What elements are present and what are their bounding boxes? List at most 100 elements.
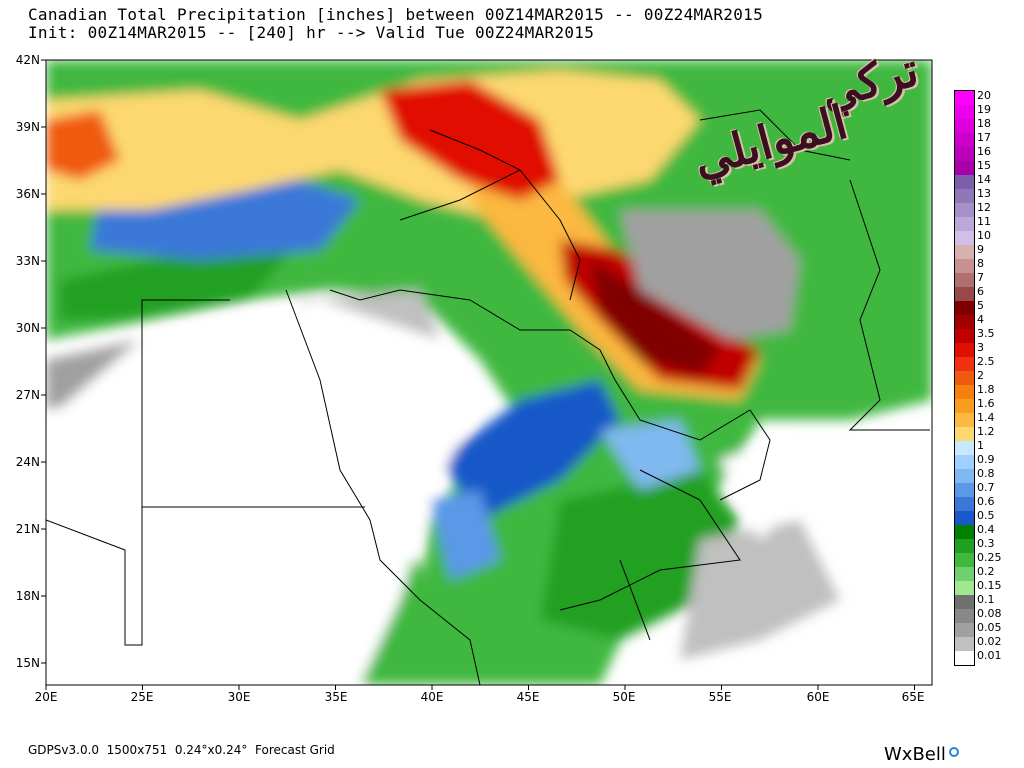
legend-label: 0.8 — [977, 467, 995, 480]
legend-swatch — [954, 595, 975, 609]
legend-label: 15 — [977, 159, 991, 172]
brand-logo: WxBell — [884, 744, 959, 765]
legend-label: 4 — [977, 313, 984, 326]
lon-label: 45E — [516, 690, 540, 704]
legend-swatch — [954, 245, 975, 259]
legend-label: 0.15 — [977, 579, 1002, 592]
precipitation-legend — [954, 90, 975, 666]
legend-label: 2 — [977, 369, 984, 382]
legend-label: 0.4 — [977, 523, 995, 536]
lon-label: 60E — [806, 690, 830, 704]
legend-swatch — [954, 553, 975, 567]
legend-swatch — [954, 539, 975, 553]
legend-swatch — [954, 175, 975, 189]
legend-label: 1.6 — [977, 397, 995, 410]
legend-label: 11 — [977, 215, 991, 228]
legend-swatch — [954, 637, 975, 651]
model-info: GDPSv3.0.0 1500x751 0.24°x0.24° Forecast… — [28, 743, 335, 757]
legend-label: 5 — [977, 299, 984, 312]
legend-swatch — [954, 301, 975, 315]
legend-swatch — [954, 287, 975, 301]
lat-label: 39N — [15, 120, 40, 134]
lat-label: 33N — [15, 254, 40, 268]
legend-label: 9 — [977, 243, 984, 256]
legend-swatch — [954, 441, 975, 455]
legend-label: 12 — [977, 201, 991, 214]
legend-swatch — [954, 525, 975, 539]
legend-label: 0.02 — [977, 635, 1002, 648]
lat-label: 42N — [15, 53, 40, 67]
lon-label: 25E — [130, 690, 154, 704]
legend-swatch — [954, 651, 975, 666]
legend-swatch — [954, 119, 975, 133]
legend-label: 0.08 — [977, 607, 1002, 620]
lat-label: 36N — [15, 187, 40, 201]
legend-label: 17 — [977, 131, 991, 144]
legend-label: 0.25 — [977, 551, 1002, 564]
lat-label: 30N — [15, 321, 40, 335]
legend-label: 3.5 — [977, 327, 995, 340]
legend-swatch — [954, 357, 975, 371]
lon-label: 65E — [901, 690, 925, 704]
legend-swatch — [954, 609, 975, 623]
legend-label: 1 — [977, 439, 984, 452]
legend-label: 6 — [977, 285, 984, 298]
legend-swatch — [954, 399, 975, 413]
legend-swatch — [954, 413, 975, 427]
legend-swatch — [954, 497, 975, 511]
legend-swatch — [954, 90, 975, 105]
legend-swatch — [954, 567, 975, 581]
legend-label: 0.9 — [977, 453, 995, 466]
legend-label: 8 — [977, 257, 984, 270]
legend-swatch — [954, 231, 975, 245]
legend-label: 0.5 — [977, 509, 995, 522]
legend-swatch — [954, 511, 975, 525]
legend-label: 0.7 — [977, 481, 995, 494]
lon-label: 20E — [34, 690, 58, 704]
legend-swatch — [954, 147, 975, 161]
lon-label: 55E — [708, 690, 732, 704]
legend-label: 0.1 — [977, 593, 995, 606]
legend-label: 1.8 — [977, 383, 995, 396]
legend-swatch — [954, 385, 975, 399]
legend-label: 20 — [977, 89, 991, 102]
legend-label: 1.4 — [977, 411, 995, 424]
lon-label: 40E — [420, 690, 444, 704]
legend-swatch — [954, 161, 975, 175]
brand-dot-icon — [948, 747, 959, 757]
legend-label: 1.2 — [977, 425, 995, 438]
legend-swatch — [954, 273, 975, 287]
lat-label: 24N — [15, 455, 40, 469]
legend-label: 13 — [977, 187, 991, 200]
legend-label: 18 — [977, 117, 991, 130]
legend-label: 3 — [977, 341, 984, 354]
legend-swatch — [954, 259, 975, 273]
legend-label: 14 — [977, 173, 991, 186]
title-line-2: Init: 00Z14MAR2015 -- [240] hr --> Valid… — [28, 23, 595, 42]
legend-swatch — [954, 343, 975, 357]
lat-label: 15N — [15, 656, 40, 670]
legend-swatch — [954, 455, 975, 469]
legend-label: 0.3 — [977, 537, 995, 550]
legend-swatch — [954, 483, 975, 497]
lat-label: 27N — [15, 388, 40, 402]
legend-label: 7 — [977, 271, 984, 284]
lat-label: 18N — [15, 589, 40, 603]
legend-label: 10 — [977, 229, 991, 242]
legend-swatch — [954, 105, 975, 119]
legend-label: 16 — [977, 145, 991, 158]
legend-swatch — [954, 203, 975, 217]
legend-swatch — [954, 469, 975, 483]
watermark-text-2: الموايلي — [687, 94, 853, 188]
legend-label: 0.2 — [977, 565, 995, 578]
legend-label: 0.6 — [977, 495, 995, 508]
arabic-watermark: تركي الموايلي — [668, 14, 958, 189]
lon-label: 35E — [324, 690, 348, 704]
lat-label: 21N — [15, 522, 40, 536]
legend-swatch — [954, 329, 975, 343]
legend-swatch — [954, 315, 975, 329]
legend-swatch — [954, 581, 975, 595]
legend-swatch — [954, 623, 975, 637]
legend-label: 0.01 — [977, 649, 1002, 662]
